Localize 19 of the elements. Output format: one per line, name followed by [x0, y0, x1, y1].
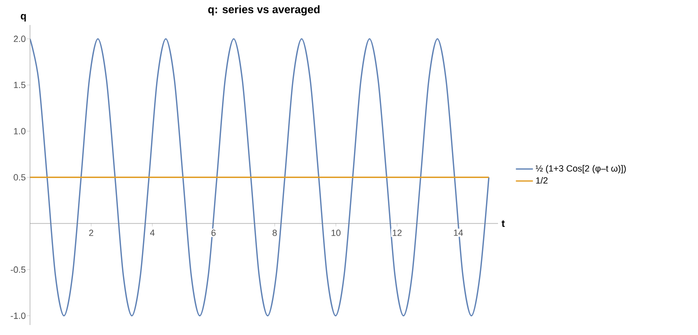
legend-label: ½ (1+3 Cos[2 (φ–t ω)])	[536, 165, 626, 174]
chart-title: q: series vs averaged	[208, 5, 320, 16]
y-tick-label: 1.0	[14, 128, 26, 134]
legend-label: 1/2	[536, 176, 548, 184]
y-tick-label: 1.5	[14, 82, 26, 88]
y-tick-label: 2.0	[14, 36, 26, 42]
y-axis-title: q	[20, 14, 26, 22]
y-tick-label: 0.5	[14, 174, 26, 180]
x-tick-label: 8	[272, 230, 277, 236]
x-tick-label: 4	[150, 230, 155, 236]
y-tick-label: -0.5	[10, 266, 26, 273]
x-tick-label: 10	[332, 230, 341, 236]
x-tick-label: 6	[211, 230, 216, 236]
line-series	[30, 38, 490, 316]
x-tick-label: 12	[392, 230, 402, 236]
x-tick-label: 14	[454, 230, 463, 236]
y-tick-label: -1.0	[10, 312, 26, 319]
x-axis-title: t	[502, 220, 505, 227]
x-tick-label: 2	[89, 230, 94, 236]
